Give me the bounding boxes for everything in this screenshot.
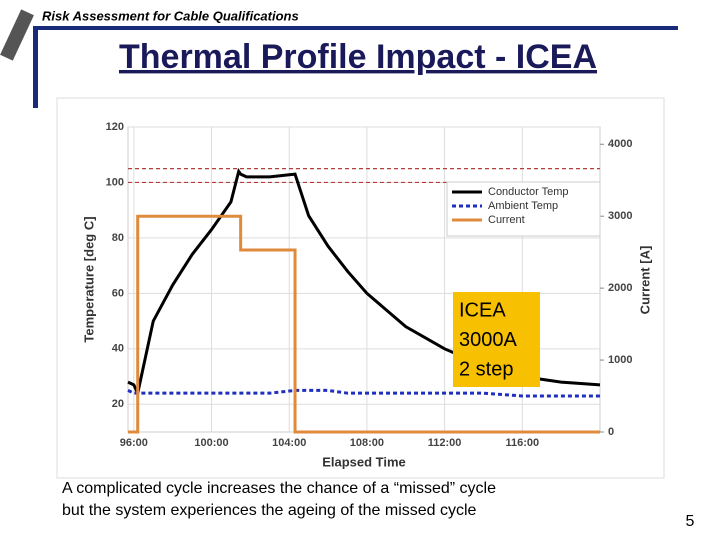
y2-tick-label: 0	[608, 426, 614, 438]
annotation-text: ICEA	[459, 299, 506, 321]
y2-tick-label: 3000	[608, 210, 632, 222]
accent-line	[38, 26, 678, 30]
cable-icon	[0, 9, 34, 61]
caption: but the system experiences the ageing of…	[62, 502, 477, 519]
y-axis-label: Temperature [deg C]	[81, 216, 96, 342]
accent-bar	[33, 26, 38, 108]
annotation-text: 3000A	[459, 329, 517, 351]
x-tick-label: 100:00	[194, 437, 228, 449]
y-tick-label: 120	[106, 121, 124, 133]
annotation-text: 2 step	[459, 358, 513, 380]
y-tick-label: 60	[112, 287, 124, 299]
page-number: 5	[686, 513, 695, 530]
x-axis-label: Elapsed Time	[322, 454, 406, 469]
caption: A complicated cycle increases the chance…	[62, 480, 496, 497]
y2-tick-label: 1000	[608, 354, 632, 366]
legend-label: Conductor Temp	[488, 186, 569, 198]
slide-header: Risk Assessment for Cable Qualifications	[42, 8, 299, 23]
y2-tick-label: 2000	[608, 282, 632, 294]
series-line	[127, 388, 600, 398]
series-line	[128, 214, 600, 434]
legend-label: Ambient Temp	[488, 200, 558, 212]
x-tick-label: 96:00	[120, 437, 148, 449]
y-tick-label: 20	[112, 398, 124, 410]
y-tick-label: 100	[106, 176, 124, 188]
annotation-box	[453, 292, 540, 387]
x-tick-label: 108:00	[350, 437, 384, 449]
y2-tick-label: 4000	[608, 138, 632, 150]
y2-axis-label: Current [A]	[637, 246, 652, 315]
y-tick-label: 40	[112, 343, 124, 355]
x-tick-label: 104:00	[272, 437, 306, 449]
x-tick-label: 116:00	[505, 437, 539, 449]
x-tick-label: 112:00	[428, 437, 462, 449]
slide-title: Thermal Profile Impact - ICEA	[119, 38, 597, 76]
y-tick-label: 80	[112, 232, 124, 244]
legend-label: Current	[488, 214, 525, 226]
